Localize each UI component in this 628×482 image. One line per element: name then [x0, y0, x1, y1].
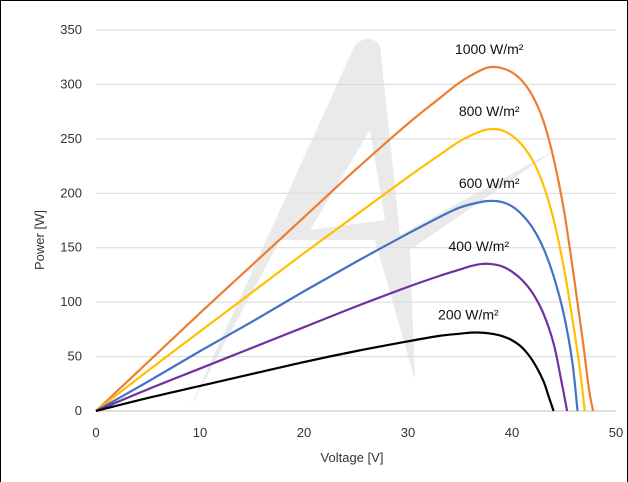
y-tick-labels: 0 50 100 150 200 250 300 350 — [60, 22, 82, 418]
watermark-logo — [190, 39, 555, 408]
x-axis-label: Voltage [V] — [321, 450, 384, 465]
y-tick-label: 50 — [68, 349, 82, 364]
y-tick-label: 100 — [60, 294, 82, 309]
series-label-0: 1000 W/m² — [455, 41, 524, 57]
y-tick-label: 0 — [75, 403, 82, 418]
y-tick-label: 350 — [60, 22, 82, 37]
y-axis-label: Power [W] — [32, 210, 47, 270]
x-tick-label: 50 — [609, 425, 623, 440]
series-label-4: 200 W/m² — [438, 307, 499, 323]
series-labels: 1000 W/m² 800 W/m² 600 W/m² 400 W/m² 200 W/m… — [438, 41, 524, 323]
x-tick-label: 0 — [92, 425, 99, 440]
x-tick-label: 10 — [193, 425, 207, 440]
series-label-2: 600 W/m² — [459, 175, 520, 191]
x-tick-labels: 0 10 20 30 40 50 — [92, 425, 623, 440]
series-line-3 — [95, 262, 569, 413]
y-tick-label: 250 — [60, 131, 82, 146]
grid-lines — [96, 29, 616, 358]
series-lines — [95, 65, 595, 413]
series-label-1: 800 W/m² — [459, 103, 520, 119]
y-tick-label: 300 — [60, 76, 82, 91]
x-tick-label: 20 — [297, 425, 311, 440]
series-line-2 — [95, 199, 579, 412]
x-tick-label: 30 — [401, 425, 415, 440]
series-line-4 — [95, 331, 555, 413]
y-tick-label: 200 — [60, 185, 82, 200]
series-line-0 — [95, 65, 595, 412]
series-line-1 — [95, 127, 586, 412]
series-label-3: 400 W/m² — [448, 238, 509, 254]
y-tick-label: 150 — [60, 240, 82, 255]
x-tick-label: 40 — [505, 425, 519, 440]
